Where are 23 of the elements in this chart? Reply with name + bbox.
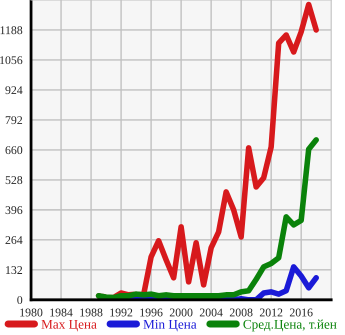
y-tick-label: 660 — [6, 146, 22, 154]
legend-label: Сред.Цена, т.йен — [243, 320, 337, 332]
x-tick-label: 2008 — [230, 308, 253, 316]
x-tick-label: 1996 — [140, 308, 163, 316]
x-tick-label: 2004 — [200, 308, 223, 316]
x-tick-label: 1988 — [80, 308, 102, 316]
y-tick-label: 528 — [6, 176, 22, 184]
legend-label: Min Цена — [143, 320, 196, 332]
x-tick-label: 2000 — [170, 308, 192, 316]
x-tick-label: 2012 — [260, 308, 282, 316]
y-tick-label: 792 — [6, 116, 22, 124]
y-tick-label: 132 — [6, 266, 22, 274]
x-tick-label: 1992 — [110, 308, 132, 316]
y-tick-label: 1056 — [0, 56, 22, 64]
x-tick-label: 2016 — [290, 308, 313, 316]
x-tick-label: 1984 — [50, 308, 73, 316]
y-tick-label: 1188 — [0, 26, 22, 34]
y-tick-label: 924 — [5, 86, 23, 94]
x-tick-label: 1980 — [20, 308, 42, 316]
y-tick-label: 0 — [17, 296, 22, 304]
y-tick-label: 396 — [6, 206, 22, 214]
y-tick-label: 264 — [6, 236, 23, 244]
legend-label: Max Цена — [41, 320, 97, 332]
